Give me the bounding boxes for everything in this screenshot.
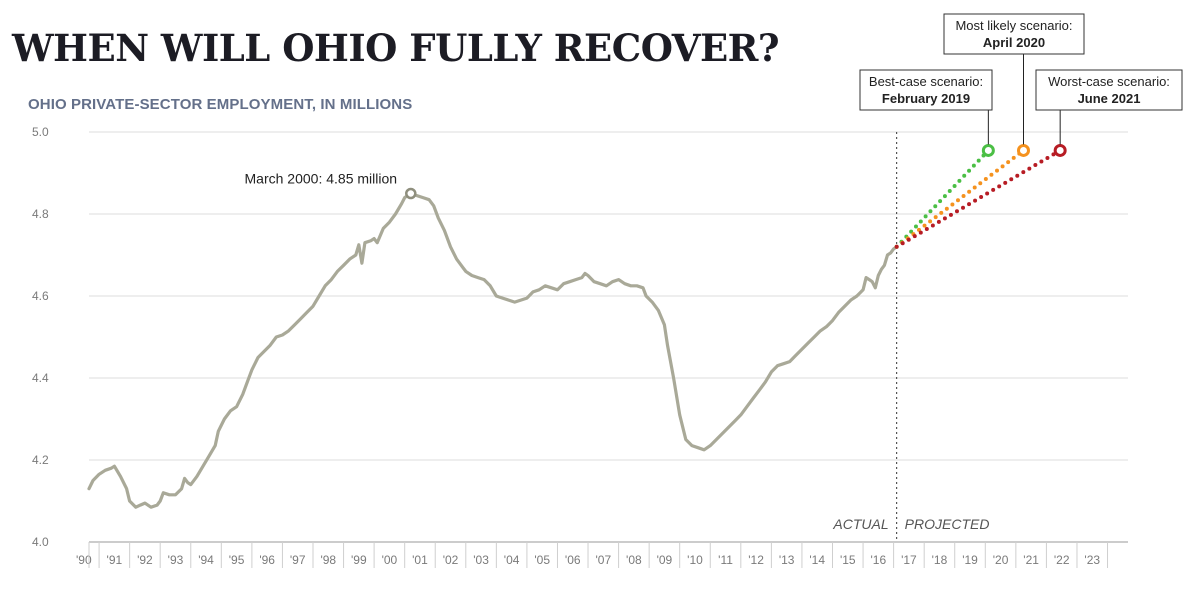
x-tick-label: '12: [748, 553, 764, 567]
x-tick-label: '15: [840, 553, 856, 567]
callout-label-scenario: Best-case scenario:: [869, 74, 983, 89]
scenario-callout: Best-case scenario: February 2019: [859, 69, 993, 145]
x-tick-label: '03: [473, 553, 489, 567]
callout-box: [943, 13, 1085, 55]
projection-end-marker: [981, 143, 995, 157]
y-tick-label: 5.0: [32, 125, 49, 139]
x-tick-label: '02: [443, 553, 459, 567]
x-tick-label: '96: [259, 553, 275, 567]
region-label-projected: PROJECTED: [905, 516, 990, 532]
x-tick-label: '99: [351, 553, 367, 567]
x-tick-label: '14: [809, 553, 825, 567]
x-tick-label: '16: [871, 553, 887, 567]
x-tick-label: '95: [229, 553, 245, 567]
x-tick-label: '23: [1084, 553, 1100, 567]
y-axis: 4.0 4.2 4.4 4.6 4.8 5.0: [32, 125, 49, 549]
x-tick-label: '21: [1023, 553, 1039, 567]
callout-label-date: June 2021: [1078, 91, 1141, 106]
peak-marker: [405, 187, 417, 200]
chart-subtitle: OHIO PRIVATE-SECTOR EMPLOYMENT, IN MILLI…: [28, 96, 413, 113]
x-tick-label: '04: [504, 553, 520, 567]
x-tick-label: '08: [626, 553, 642, 567]
callout-label-date: April 2020: [983, 35, 1045, 50]
callout-label-date: February 2019: [882, 91, 970, 106]
x-axis: '90 '91 '92 '93 '94 '95 '96 '97 '98 '99 '00 '01 '02 '…: [76, 542, 1109, 568]
x-tick-label: '06: [565, 553, 581, 567]
y-tick-label: 4.4: [32, 371, 49, 385]
x-tick-label: '17: [901, 553, 917, 567]
projection-line: [894, 148, 1026, 249]
projection-end-marker: [1053, 143, 1067, 157]
y-tick-label: 4.6: [32, 289, 49, 303]
callout-box: [859, 69, 993, 111]
x-tick-label: '05: [534, 553, 550, 567]
x-tick-label: '13: [779, 553, 795, 567]
peak-annotation-label: March 2000: 4.85 million: [245, 171, 398, 187]
scenario-callout: Worst-case scenario: June 2021: [1035, 69, 1183, 145]
x-tick-label: '09: [657, 553, 673, 567]
x-tick-label: '93: [168, 553, 184, 567]
x-tick-label: '19: [962, 553, 978, 567]
x-tick-label: '98: [320, 553, 336, 567]
y-tick-label: 4.8: [32, 207, 49, 221]
x-tick-label: '18: [932, 553, 948, 567]
projection-line: [894, 148, 991, 249]
x-tick-label: '20: [993, 553, 1009, 567]
x-tick-label: '10: [687, 553, 703, 567]
projection-end-marker: [1016, 143, 1030, 157]
y-tick-label: 4.0: [32, 535, 49, 549]
x-tick-label: '07: [595, 553, 611, 567]
x-tick-label: '91: [107, 553, 123, 567]
grid-lines: [89, 131, 1128, 543]
x-tick-label: '97: [290, 553, 306, 567]
series-line-actual: [87, 191, 899, 509]
callout-label-scenario: Worst-case scenario:: [1048, 74, 1170, 89]
y-tick-label: 4.2: [32, 453, 49, 467]
x-tick-label: '01: [412, 553, 428, 567]
chart-title: WHEN WILL OHIO FULLY RECOVER?: [12, 26, 780, 70]
peak-annotation: March 2000: 4.85 million: [245, 171, 417, 200]
callout-label-scenario: Most likely scenario:: [955, 18, 1072, 33]
scenario-callout: Most likely scenario: April 2020: [943, 13, 1085, 145]
x-tick-label: '90: [76, 553, 92, 567]
projection-series: [894, 143, 1067, 249]
projection-line: [894, 148, 1063, 249]
x-tick-label: '00: [382, 553, 398, 567]
callout-box: [1035, 69, 1183, 111]
x-tick-label: '11: [718, 553, 733, 567]
x-tick-label: '94: [198, 553, 214, 567]
x-tick-label: '22: [1054, 553, 1070, 567]
region-label-actual: ACTUAL: [832, 516, 888, 532]
x-tick-label: '92: [137, 553, 153, 567]
